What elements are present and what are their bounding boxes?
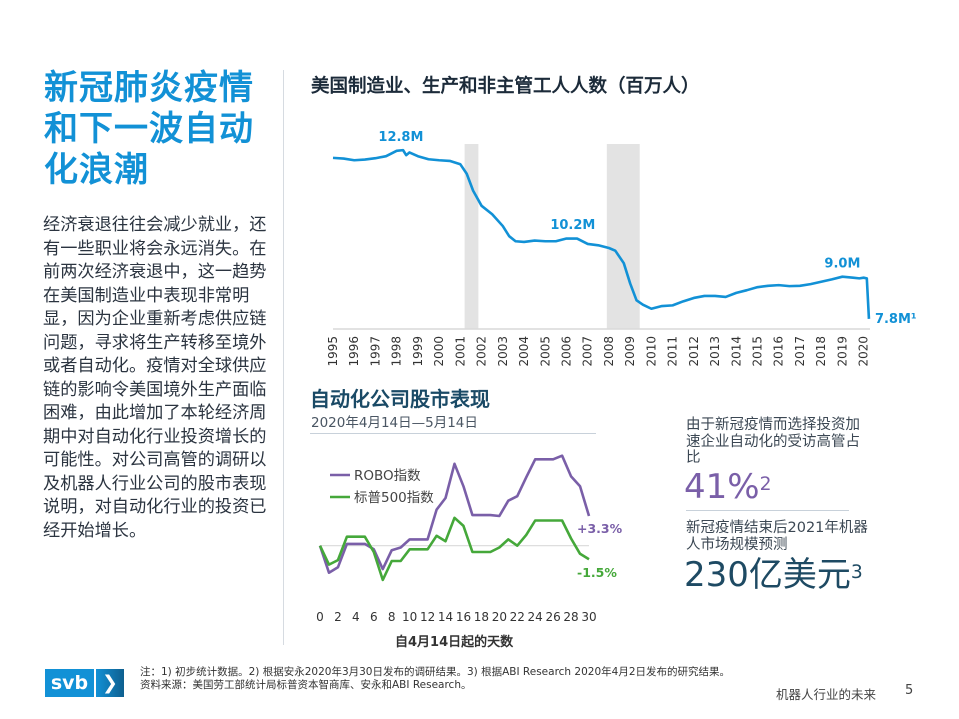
x-tick-label: 2016 xyxy=(772,336,786,367)
footer-title: 机器人行业的未来 xyxy=(776,687,877,702)
x-tick-label: 2020 xyxy=(857,336,871,367)
x-tick-label: 2007 xyxy=(581,336,595,367)
x-tick-label: 2 xyxy=(334,610,342,624)
stat1-description: 由于新冠疫情而选择投资加速企业自动化的受访高管占比 xyxy=(686,417,860,466)
stat1-footnote: 2 xyxy=(759,474,772,495)
x-tick-label: 14 xyxy=(438,610,453,624)
x-tick-label: 8 xyxy=(388,610,396,624)
x-tick-label: 2006 xyxy=(559,336,573,367)
x-tick-label: 2011 xyxy=(666,336,680,367)
x-tick-label: 18 xyxy=(474,610,489,624)
x-tick-label: 2008 xyxy=(602,336,616,367)
chart1-title: 美国制造业、生产和非主管工人人数（百万人） xyxy=(311,76,700,97)
chevron-right-icon: ❯ xyxy=(96,669,124,697)
stock-performance-chart: ROBO指数+3.3%标普500指数-1.5%0 2 4 6 8 10 12 14 16 18 20… xyxy=(316,454,623,624)
stat1-number: 41% xyxy=(684,467,760,507)
svb-logo: svb ❯ xyxy=(45,669,124,697)
chart2-divider xyxy=(310,433,596,434)
recession-band xyxy=(464,144,479,329)
footnote-line: 注：1) 初步统计数据。2) 根据安永2020年3月30日发布的调研结果。3) … xyxy=(140,666,731,678)
x-tick-label: 2004 xyxy=(517,336,531,367)
footnotes: 注：1) 初步统计数据。2) 根据安永2020年3月30日发布的调研结果。3) … xyxy=(140,666,765,692)
series-line-0 xyxy=(318,454,591,574)
chart2-x-axis-label: 自4月14日起的天数 xyxy=(395,635,514,650)
data-label: 9.0M xyxy=(824,257,860,272)
x-tick-label: 2009 xyxy=(623,336,637,367)
legend-label: 标普500指数 xyxy=(354,490,434,506)
x-tick-label: 24 xyxy=(528,610,543,624)
stat2-number: 230亿美元 xyxy=(684,555,851,595)
end-label: -1.5% xyxy=(577,565,617,580)
x-tick-label: 2014 xyxy=(729,336,743,367)
stat2-value: 230亿美元3 xyxy=(684,557,863,593)
x-tick-label: 2002 xyxy=(475,336,489,367)
x-tick-label: 1998 xyxy=(390,336,404,367)
body-paragraph: 经济衰退往往会减少就业，还有一些职业将会永远消失。在前两次经济衰退中，这一趋势在… xyxy=(43,215,267,541)
x-tick-label: 0 xyxy=(316,610,324,624)
x-tick-label: 1997 xyxy=(368,336,382,367)
source-line: 资料来源：美国劳工部统计局标普资本智商库、安永和ABI Research。 xyxy=(140,679,472,691)
series-line-1 xyxy=(318,516,590,582)
title-line: 化浪潮 xyxy=(44,150,149,190)
chart2-subtitle: 2020年4月14日—5月14日 xyxy=(311,415,478,431)
x-tick-label: 22 xyxy=(510,610,525,624)
data-label: 7.8M¹ xyxy=(875,312,917,327)
x-tick-label: 12 xyxy=(420,610,435,624)
x-tick-label: 2015 xyxy=(751,336,765,367)
x-tick-label: 16 xyxy=(456,610,471,624)
x-tick-label: 2019 xyxy=(835,336,849,367)
x-tick-label: 2003 xyxy=(496,336,510,367)
title-line: 和下一波自动 xyxy=(44,109,254,149)
x-tick-label: 1995 xyxy=(326,336,340,367)
recession-band xyxy=(606,144,640,329)
x-tick-label: 30 xyxy=(581,610,596,624)
stat2-footnote: 3 xyxy=(850,562,863,583)
x-tick-label: 2010 xyxy=(644,336,658,367)
x-tick-label: 2018 xyxy=(814,336,828,367)
data-label: 10.2M xyxy=(550,218,595,233)
legend-label: ROBO指数 xyxy=(354,468,421,484)
chart2-title: 自动化公司股市表现 xyxy=(310,387,490,411)
x-tick-label: 2017 xyxy=(793,336,807,367)
stat2-description: 新冠疫情结束后2021年机器人市场规模预测 xyxy=(686,520,868,553)
logo-text: svb xyxy=(45,669,94,697)
x-tick-label: 20 xyxy=(492,610,507,624)
x-tick-label: 10 xyxy=(402,610,417,624)
workers-line xyxy=(332,148,871,319)
vertical-divider xyxy=(283,70,284,645)
x-tick-label: 28 xyxy=(563,610,578,624)
end-label: +3.3% xyxy=(577,521,623,536)
x-tick-label: 4 xyxy=(352,610,360,624)
x-tick-label: 1996 xyxy=(347,336,361,367)
x-tick-label: 2000 xyxy=(432,336,446,367)
title-line: 新冠肺炎疫情 xyxy=(44,68,254,108)
x-tick-label: 2012 xyxy=(687,336,701,367)
x-tick-label: 6 xyxy=(370,610,378,624)
data-label: 12.8M xyxy=(378,130,423,145)
x-tick-label: 2005 xyxy=(538,336,552,367)
x-tick-label: 2013 xyxy=(708,336,722,367)
stat-divider xyxy=(686,510,849,511)
x-tick-label: 2001 xyxy=(453,336,467,367)
x-tick-label: 1999 xyxy=(411,336,425,367)
x-tick-label: 26 xyxy=(545,610,560,624)
manufacturing-workers-chart: 1995 1996 1997 1998 1999 2000 2001 2002 2003 2004… xyxy=(326,130,917,367)
slide-title: 新冠肺炎疫情 和下一波自动 化浪潮 xyxy=(44,68,284,191)
page-number: 5 xyxy=(905,683,914,698)
stat1-value: 41%2 xyxy=(684,469,771,505)
